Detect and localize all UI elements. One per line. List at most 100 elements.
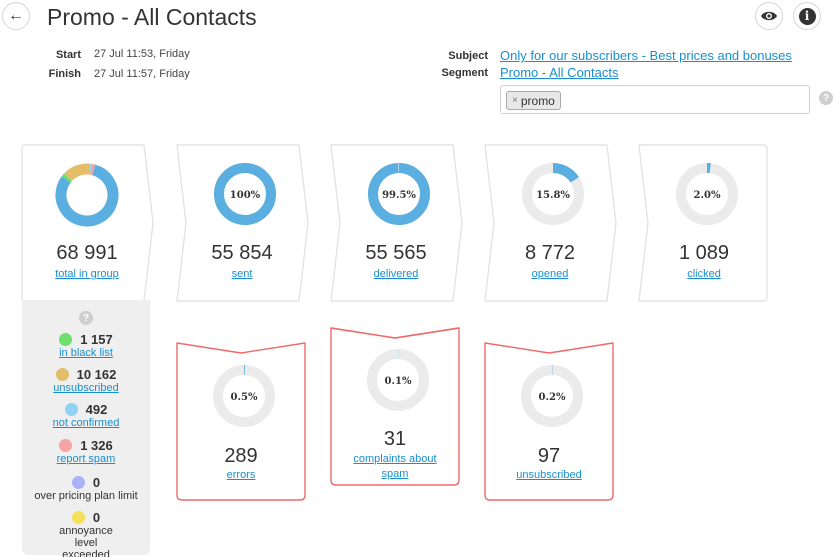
breakdown-annoyance-level-exceeded-label: annoyance level exceeded	[59, 525, 113, 557]
finish-label: Finish	[48, 68, 81, 80]
stat-delivered-donut: 99.5%	[368, 163, 430, 225]
segment-label: Segment	[441, 67, 488, 79]
help-icon[interactable]: ?	[819, 91, 833, 105]
stat-total-in-group-count: 68 991	[56, 242, 118, 264]
breakdown-unsubscribed-dot-icon	[55, 368, 69, 381]
breakdown-report-spam-count: 1 326	[80, 438, 113, 453]
breakdown-over-pricing-plan-limit-count: 0	[92, 475, 101, 490]
tag-chip: × promo	[506, 91, 561, 110]
start-label: Start	[55, 49, 81, 61]
issue-complaints-about-spam-card: 0.1% 31 complaints about spam	[330, 327, 460, 486]
breakdown-annoyance-level-exceeded-count: 0	[92, 510, 101, 525]
total-group-donut	[55, 163, 119, 227]
stat-clicked-donut: 2.0%	[676, 163, 738, 225]
stat-delivered-donut-arc	[368, 163, 430, 225]
stat-delivered-percent: 99.5%	[382, 190, 416, 201]
stat-clicked-link[interactable]: clicked	[687, 268, 721, 280]
breakdown-help-icon[interactable]: ?	[79, 311, 93, 325]
breakdown-annoyance-level-exceeded-row: 0	[22, 510, 150, 525]
preview-button[interactable]	[755, 2, 783, 30]
breakdown-report-spam: 1 326 report spam	[22, 438, 150, 465]
stat-opened-link[interactable]: opened	[531, 268, 569, 280]
breakdown-report-spam-row: 1 326	[22, 438, 150, 453]
stat-total-in-group-card: 68 991 total in group	[21, 144, 154, 302]
info-button[interactable]: i	[793, 2, 821, 30]
stat-opened-donut-arc	[522, 163, 584, 225]
breakdown-not-confirmed: 492 not confirmed	[22, 402, 150, 429]
stat-sent-count: 55 854	[211, 242, 273, 264]
stat-total-in-group-link[interactable]: total in group	[55, 268, 119, 280]
segment-link[interactable]: Promo - All Contacts	[500, 65, 619, 80]
breakdown-in-black-list: 1 157 in black list	[22, 332, 150, 359]
breakdown-unsubscribed-label[interactable]: unsubscribed	[53, 382, 119, 394]
remove-tag-icon[interactable]: ×	[512, 95, 518, 106]
issue-complaints-about-spam-donut: 0.1%	[367, 349, 429, 411]
stat-sent-percent: 100%	[230, 190, 261, 201]
issue-errors-percent: 0.5%	[231, 392, 258, 403]
issue-complaints-about-spam-donut-arc	[367, 349, 429, 411]
breakdown-not-confirmed-count: 492	[85, 402, 108, 417]
subject-label: Subject	[448, 50, 488, 62]
back-button[interactable]: ←	[2, 2, 30, 30]
info-icon: i	[798, 7, 816, 25]
stat-delivered-card: 99.5% 55 565 delivered	[330, 144, 463, 302]
stat-opened-donut: 15.8%	[522, 163, 584, 225]
breakdown-annoyance-level-exceeded-dot-icon	[71, 511, 85, 524]
breakdown-in-black-list-row: 1 157	[22, 332, 150, 347]
tag-label: promo	[520, 93, 555, 108]
stat-clicked-card: 2.0% 1 089 clicked	[638, 144, 769, 302]
breakdown-not-confirmed-dot-icon	[64, 403, 78, 416]
issue-errors-count: 289	[224, 445, 258, 467]
breakdown-report-spam-dot-icon	[59, 439, 73, 452]
stat-sent-donut: 100%	[214, 163, 276, 225]
issue-unsubscribed-percent: 0.2%	[539, 392, 566, 403]
issue-unsubscribed-count: 97	[537, 445, 561, 467]
issue-errors-donut-arc	[213, 365, 275, 427]
stat-clicked-donut-arc	[676, 163, 738, 225]
breakdown-report-spam-label[interactable]: report spam	[56, 453, 116, 465]
tags-input[interactable]: × promo	[500, 85, 810, 114]
breakdown-unsubscribed: 10 162 unsubscribed	[22, 367, 150, 394]
breakdown-in-black-list-label[interactable]: in black list	[59, 347, 113, 359]
page-title: Promo - All Contacts	[47, 4, 257, 30]
stat-opened-count: 8 772	[524, 242, 576, 264]
issue-errors-card: 0.5% 289 errors	[176, 342, 306, 501]
breakdown-unsubscribed-row: 10 162	[22, 367, 150, 382]
issue-unsubscribed-card: 0.2% 97 unsubscribed	[484, 342, 614, 501]
issue-complaints-about-spam-link[interactable]: complaints about spam	[353, 453, 437, 480]
breakdown-annoyance-level-exceeded: 0 annoyance level exceeded	[22, 510, 150, 557]
finish-value: 27 Jul 11:57, Friday	[94, 68, 190, 80]
total-group-segment-report-spam	[55, 163, 119, 227]
issue-complaints-about-spam-percent: 0.1%	[385, 376, 412, 387]
subject-link[interactable]: Only for our subscribers - Best prices a…	[500, 48, 792, 63]
breakdown-unsubscribed-count: 10 162	[76, 367, 117, 382]
breakdown-in-black-list-count: 1 157	[80, 332, 113, 347]
eye-icon	[761, 11, 777, 21]
issue-unsubscribed-donut-arc	[521, 365, 583, 427]
issue-complaints-about-spam-count: 31	[383, 428, 407, 450]
issue-errors-donut: 0.5%	[213, 365, 275, 427]
stat-opened-card: 15.8% 8 772 opened	[484, 144, 617, 302]
breakdown-over-pricing-plan-limit: 0 over pricing plan limit	[22, 475, 150, 502]
stat-clicked-percent: 2.0%	[694, 190, 721, 201]
breakdown-in-black-list-dot-icon	[59, 333, 73, 346]
stat-opened-percent: 15.8%	[536, 190, 570, 201]
stat-delivered-count: 55 565	[365, 242, 427, 264]
back-arrow-icon: ←	[8, 7, 24, 24]
stat-clicked-count: 1 089	[678, 242, 730, 264]
issue-complaints-about-spam-card-notch	[330, 327, 460, 339]
start-value: 27 Jul 11:53, Friday	[94, 48, 190, 60]
issue-errors-link[interactable]: errors	[226, 469, 256, 481]
issue-unsubscribed-donut: 0.2%	[521, 365, 583, 427]
breakdown-over-pricing-plan-limit-dot-icon	[71, 476, 85, 489]
breakdown-over-pricing-plan-limit-label: over pricing plan limit	[34, 490, 138, 502]
breakdown-over-pricing-plan-limit-row: 0	[22, 475, 150, 490]
group-breakdown-panel: ? 1 157 in black list 10 162 unsubscribed 49…	[22, 300, 150, 557]
stat-sent-card: 100% 55 854 sent	[176, 144, 309, 302]
breakdown-not-confirmed-row: 492	[22, 402, 150, 417]
stat-sent-donut-arc	[214, 163, 276, 225]
breakdown-not-confirmed-label[interactable]: not confirmed	[52, 417, 120, 429]
issue-unsubscribed-link[interactable]: unsubscribed	[516, 469, 582, 481]
stat-delivered-link[interactable]: delivered	[373, 268, 419, 280]
stat-sent-link[interactable]: sent	[231, 268, 253, 280]
